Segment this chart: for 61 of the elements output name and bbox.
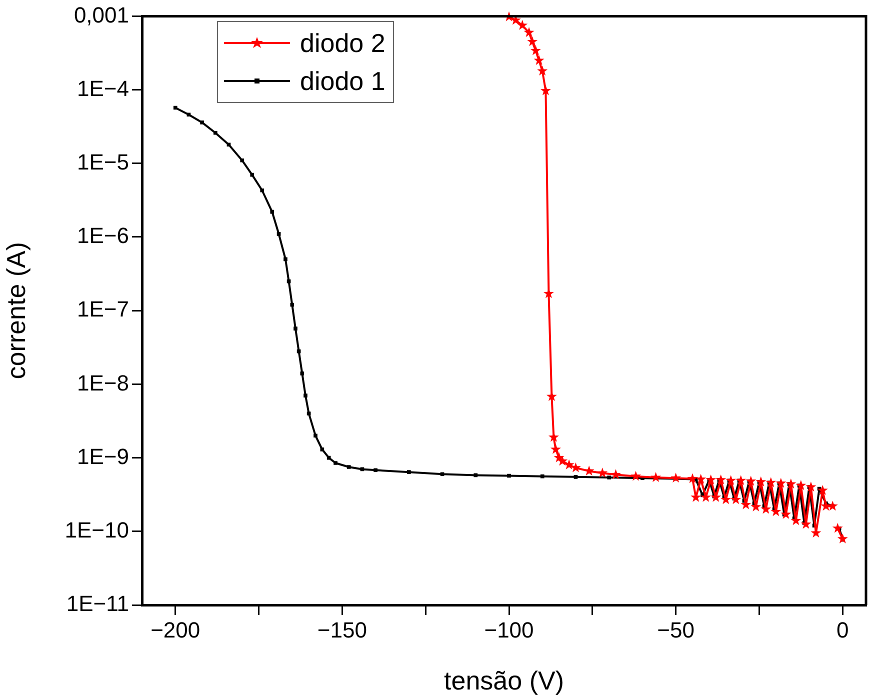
- point: [510, 14, 521, 25]
- point: [537, 66, 548, 76]
- x-tick-label: −150: [317, 617, 367, 642]
- y-axis-title: corrente (A): [0, 242, 31, 380]
- point: [650, 472, 662, 482]
- point: [530, 45, 541, 56]
- point: [796, 480, 806, 490]
- y-tick-label: 1E−4: [77, 76, 129, 101]
- point: [527, 36, 538, 46]
- x-tick-label: 0: [836, 617, 849, 642]
- point: [776, 478, 786, 488]
- point: [630, 470, 642, 481]
- point: [730, 494, 742, 504]
- legend-label: diodo 2: [300, 27, 386, 60]
- point: [570, 462, 581, 472]
- x-tick-label: −50: [657, 617, 694, 642]
- y-tick-label: 1E−10: [64, 517, 129, 542]
- point: [740, 499, 752, 510]
- point: [766, 477, 776, 488]
- y-tick-label: 1E−5: [77, 149, 129, 174]
- point: [534, 55, 544, 65]
- point: [557, 456, 568, 466]
- point: [687, 473, 698, 484]
- point: [817, 484, 828, 495]
- x-axis-title: tensão (V): [444, 666, 564, 696]
- y-tick-label: 0,001: [74, 2, 129, 28]
- y-tick-label: 1E−9: [77, 444, 129, 469]
- y-tick-label: 1E−6: [77, 223, 129, 248]
- point: [706, 474, 716, 484]
- legend-label: diodo 1: [300, 65, 386, 98]
- point: [710, 492, 722, 502]
- point: [820, 500, 832, 511]
- point: [827, 500, 838, 511]
- point: [670, 472, 682, 483]
- point: [786, 478, 796, 488]
- point: [837, 533, 848, 544]
- point: [540, 85, 551, 96]
- point: [736, 475, 746, 486]
- y-tick-label: 1E−11: [66, 591, 129, 616]
- x-tick-label: −100: [484, 617, 534, 642]
- point: [696, 474, 706, 484]
- point: [550, 444, 561, 454]
- point: [832, 522, 843, 533]
- point: [720, 494, 732, 504]
- point: [517, 20, 528, 30]
- point: [806, 482, 816, 492]
- x-tick-label: −200: [150, 617, 200, 642]
- point: [726, 475, 736, 486]
- y-tick-label: 1E−7: [77, 296, 129, 322]
- y-tick-label: 1E−8: [77, 370, 129, 396]
- point: [610, 469, 621, 480]
- point: [746, 476, 756, 486]
- point: [716, 474, 726, 484]
- point: [750, 501, 762, 512]
- point: [756, 476, 766, 486]
- point: [690, 492, 702, 502]
- point: [700, 492, 712, 502]
- point: [597, 468, 608, 478]
- point: [524, 27, 534, 37]
- point: [564, 459, 574, 470]
- point: [584, 466, 594, 476]
